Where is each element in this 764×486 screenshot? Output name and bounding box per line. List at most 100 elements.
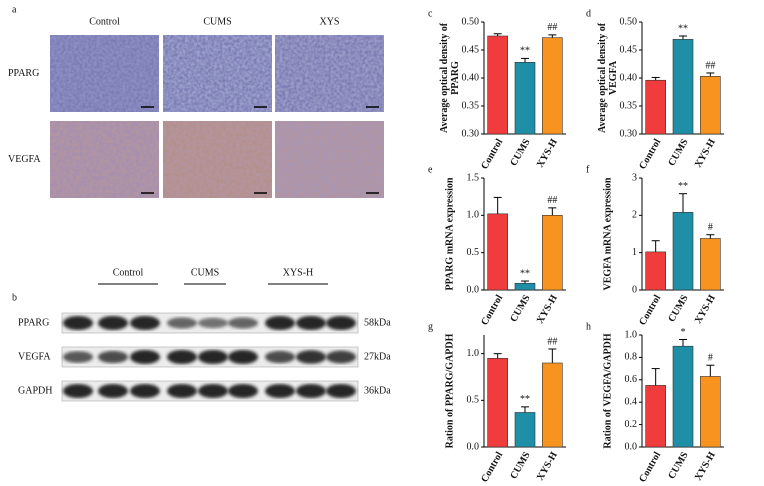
micrograph — [275, 121, 384, 198]
error-bar — [521, 406, 529, 413]
blot-band — [167, 384, 197, 398]
blot-band — [198, 350, 228, 364]
error-bar — [651, 368, 660, 386]
y-tick-label: 0.30 — [462, 128, 480, 139]
group-label: XYS-H — [283, 267, 314, 278]
y-axis-label: PPARG mRNA expression — [444, 177, 455, 290]
error-bar — [548, 348, 557, 363]
x-tick-label: Control — [637, 293, 663, 327]
column-label: CUMS — [203, 16, 231, 27]
blot-band — [296, 316, 326, 330]
bar — [700, 376, 721, 448]
blot-band — [265, 316, 295, 330]
error-bar — [679, 338, 687, 347]
significance-label: ## — [705, 60, 715, 71]
error-bar — [651, 76, 660, 81]
y-tick-label: 0.4 — [625, 396, 638, 407]
y-tick-label: 0.6 — [625, 374, 638, 385]
bar — [645, 79, 666, 135]
blot-band — [63, 384, 93, 398]
x-tick-label: XYS-H — [693, 450, 718, 483]
y-tick-label: 0.50 — [462, 16, 480, 27]
blot-band — [198, 384, 228, 398]
y-tick-label: 0.50 — [620, 16, 638, 27]
y-tick-label: 0.5 — [467, 247, 480, 258]
panel-a: a Control CUMS XYS PPARG VEGFA — [8, 4, 384, 198]
y-axis-label: VEGFA — [608, 60, 619, 95]
blot-band — [98, 350, 128, 364]
bar — [672, 39, 694, 135]
bar — [487, 35, 508, 135]
protein-label: PPARG — [18, 317, 49, 328]
blot-band — [265, 384, 295, 398]
x-tick-label: CUMS — [508, 137, 532, 168]
bar — [487, 358, 508, 448]
bar — [542, 215, 563, 291]
x-tick-label: XYS-H — [535, 293, 560, 326]
y-tick-label: 1.0 — [467, 348, 480, 359]
error-bar — [493, 353, 502, 359]
bar — [645, 385, 666, 448]
y-tick-label: 0.8 — [625, 352, 638, 363]
error-bar — [521, 280, 529, 284]
bar — [542, 362, 563, 448]
significance-label: ## — [547, 22, 557, 33]
x-tick-label: Control — [637, 450, 663, 484]
x-tick-label: CUMS — [508, 450, 532, 481]
panel-label: e — [428, 164, 433, 175]
blot-band — [228, 317, 258, 329]
micrograph — [163, 35, 272, 112]
x-tick-label: CUMS — [666, 450, 690, 481]
x-tick-label: CUMS — [666, 137, 690, 168]
significance-label: ** — [678, 23, 688, 34]
significance-label: ## — [547, 195, 557, 206]
bar — [487, 213, 508, 291]
error-bar — [651, 240, 660, 252]
row-label: VEGFA — [8, 154, 41, 165]
blot-band — [63, 351, 93, 363]
y-tick-label: 2 — [632, 210, 637, 221]
blot-band — [265, 350, 295, 364]
error-bar — [679, 35, 687, 40]
protein-label: GAPDH — [18, 385, 52, 396]
x-tick-label: Control — [637, 137, 663, 171]
blot-band — [167, 350, 197, 364]
micrograph — [275, 35, 384, 112]
y-tick-label: 0.45 — [620, 44, 638, 55]
panel-label: g — [428, 321, 433, 332]
y-tick-label: 0.45 — [462, 44, 480, 55]
significance-label: ** — [678, 181, 688, 192]
group-label: Control — [113, 267, 144, 278]
blot-band — [228, 350, 258, 364]
blot-band — [198, 317, 228, 329]
x-tick-label: Control — [479, 137, 505, 171]
y-tick-label: 0.0 — [467, 441, 480, 452]
group-label: CUMS — [191, 267, 219, 278]
y-tick-label: 0.40 — [620, 72, 638, 83]
significance-label: ## — [547, 336, 557, 347]
size-label: 36kDa — [364, 385, 391, 396]
bar — [514, 282, 536, 291]
row-label: PPARG — [8, 68, 39, 79]
y-tick-label: 3 — [632, 172, 637, 183]
significance-label: ** — [520, 394, 530, 405]
panel-b: b Control CUMS XYS-H PPARG 58kDa VEGFA 27kDa GA… — [12, 267, 391, 402]
y-axis-label: Ration of PPARG/GAPDH — [444, 333, 455, 448]
bar — [672, 212, 694, 291]
bar — [645, 251, 666, 291]
y-tick-label: 0.0 — [467, 284, 480, 295]
blot-band — [130, 350, 160, 364]
blot-band — [130, 384, 160, 398]
error-bar — [548, 207, 557, 216]
x-tick-label: XYS-H — [535, 137, 560, 170]
x-tick-label: CUMS — [508, 293, 532, 324]
panel-label: d — [586, 8, 591, 19]
blot-band — [326, 316, 356, 330]
error-bar — [521, 57, 529, 63]
blot-band — [296, 384, 326, 398]
y-tick-label: 1.5 — [467, 172, 480, 183]
y-tick-label: 1.0 — [467, 210, 480, 221]
y-axis-label: VEGFA mRNA expression — [602, 177, 613, 290]
x-tick-label: CUMS — [666, 293, 690, 324]
y-axis-label: Average optical density of — [439, 22, 450, 133]
